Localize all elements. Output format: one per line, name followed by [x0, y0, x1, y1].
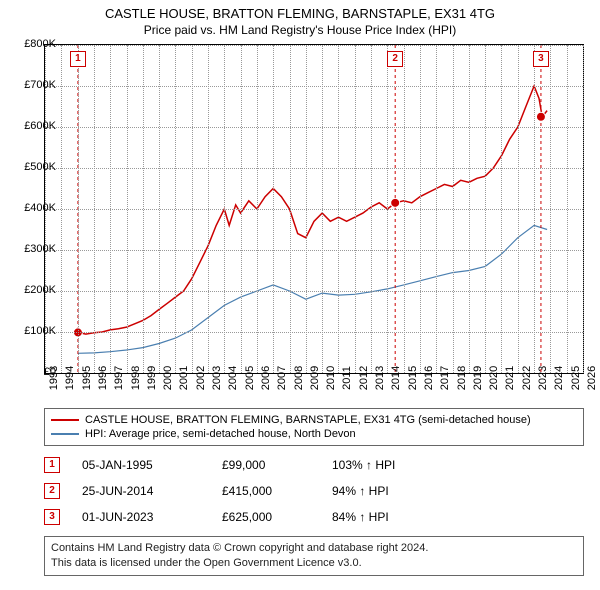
sale-row-3: 3 01-JUN-2023 £625,000 84% ↑ HPI [44, 504, 395, 530]
x-axis-label: 2011 [341, 366, 353, 390]
x-axis-label: 2003 [211, 366, 223, 390]
sale-row-2: 2 25-JUN-2014 £415,000 94% ↑ HPI [44, 478, 395, 504]
y-axis-label: £500K [24, 161, 56, 173]
chart-area: 1 2 3 [44, 44, 584, 374]
x-axis-label: 1993 [48, 366, 60, 390]
legend-swatch-hpi [51, 433, 79, 435]
y-axis-label: £100K [24, 325, 56, 337]
page-title: CASTLE HOUSE, BRATTON FLEMING, BARNSTAPL… [0, 0, 600, 21]
x-axis-label: 2015 [407, 366, 419, 390]
sales-table: 1 05-JAN-1995 £99,000 103% ↑ HPI 2 25-JU… [44, 452, 395, 530]
sale-marker-2: 2 [44, 483, 60, 499]
attribution-line-2: This data is licensed under the Open Gov… [51, 556, 577, 571]
sale-marker-3: 3 [44, 509, 60, 525]
x-axis-label: 2012 [358, 366, 370, 390]
chart-marker-2: 2 [387, 51, 403, 67]
y-axis-label: £700K [24, 79, 56, 91]
x-axis-label: 2013 [374, 366, 386, 390]
x-axis-label: 1998 [130, 366, 142, 390]
x-axis-label: 1994 [64, 366, 76, 390]
legend-label-hpi: HPI: Average price, semi-detached house,… [85, 428, 356, 440]
y-axis-label: £200K [24, 284, 56, 296]
x-axis-label: 2005 [244, 366, 256, 390]
legend-label-price: CASTLE HOUSE, BRATTON FLEMING, BARNSTAPL… [85, 414, 531, 426]
attribution-line-1: Contains HM Land Registry data © Crown c… [51, 541, 577, 556]
x-axis-label: 1996 [97, 366, 109, 390]
sale-price-2: £415,000 [222, 484, 332, 498]
sale-hpi-3: 84% ↑ HPI [332, 510, 389, 524]
x-axis-label: 2000 [162, 366, 174, 390]
sale-price-3: £625,000 [222, 510, 332, 524]
legend: CASTLE HOUSE, BRATTON FLEMING, BARNSTAPL… [44, 408, 584, 446]
chart-marker-3: 3 [533, 51, 549, 67]
y-axis-label: £400K [24, 202, 56, 214]
x-axis-label: 2006 [260, 366, 272, 390]
y-axis-label: £800K [24, 38, 56, 50]
x-axis-label: 2016 [423, 366, 435, 390]
page-subtitle: Price paid vs. HM Land Registry's House … [0, 21, 600, 37]
sale-date-1: 05-JAN-1995 [82, 458, 222, 472]
sale-row-1: 1 05-JAN-1995 £99,000 103% ↑ HPI [44, 452, 395, 478]
x-axis-label: 2023 [537, 366, 549, 390]
x-axis-label: 2025 [570, 366, 582, 390]
container: CASTLE HOUSE, BRATTON FLEMING, BARNSTAPL… [0, 0, 600, 590]
legend-item-price: CASTLE HOUSE, BRATTON FLEMING, BARNSTAPL… [51, 413, 577, 427]
x-axis-label: 2010 [325, 366, 337, 390]
attribution: Contains HM Land Registry data © Crown c… [44, 536, 584, 576]
x-axis-label: 2022 [521, 366, 533, 390]
x-axis-label: 1995 [81, 366, 93, 390]
y-axis-label: £300K [24, 243, 56, 255]
sale-hpi-1: 103% ↑ HPI [332, 458, 395, 472]
x-axis-label: 2014 [390, 366, 402, 390]
chart-marker-1: 1 [70, 51, 86, 67]
x-axis-label: 2026 [586, 366, 598, 390]
sale-price-1: £99,000 [222, 458, 332, 472]
sale-date-2: 25-JUN-2014 [82, 484, 222, 498]
x-axis-label: 2017 [439, 366, 451, 390]
x-axis-label: 2020 [488, 366, 500, 390]
sale-date-3: 01-JUN-2023 [82, 510, 222, 524]
x-axis-label: 1999 [146, 366, 158, 390]
sale-marker-1: 1 [44, 457, 60, 473]
y-axis-label: £600K [24, 120, 56, 132]
x-axis-label: 2001 [178, 366, 190, 390]
legend-swatch-price [51, 419, 79, 421]
x-axis-label: 2024 [553, 366, 565, 390]
legend-item-hpi: HPI: Average price, semi-detached house,… [51, 427, 577, 441]
x-axis-label: 2019 [472, 366, 484, 390]
x-axis-label: 2021 [504, 366, 516, 390]
x-axis-label: 2009 [309, 366, 321, 390]
x-axis-label: 2002 [195, 366, 207, 390]
sale-hpi-2: 94% ↑ HPI [332, 484, 389, 498]
x-axis-label: 2007 [276, 366, 288, 390]
x-axis-label: 2018 [456, 366, 468, 390]
x-axis-label: 2008 [293, 366, 305, 390]
x-axis-label: 2004 [227, 366, 239, 390]
x-axis-label: 1997 [113, 366, 125, 390]
